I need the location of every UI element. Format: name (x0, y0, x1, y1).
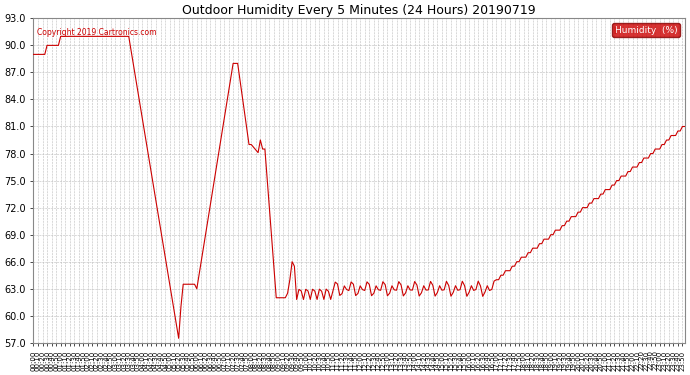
Title: Outdoor Humidity Every 5 Minutes (24 Hours) 20190719: Outdoor Humidity Every 5 Minutes (24 Hou… (182, 4, 536, 17)
Text: Copyright 2019 Cartronics.com: Copyright 2019 Cartronics.com (37, 28, 156, 37)
Legend: Humidity  (%): Humidity (%) (612, 23, 680, 37)
